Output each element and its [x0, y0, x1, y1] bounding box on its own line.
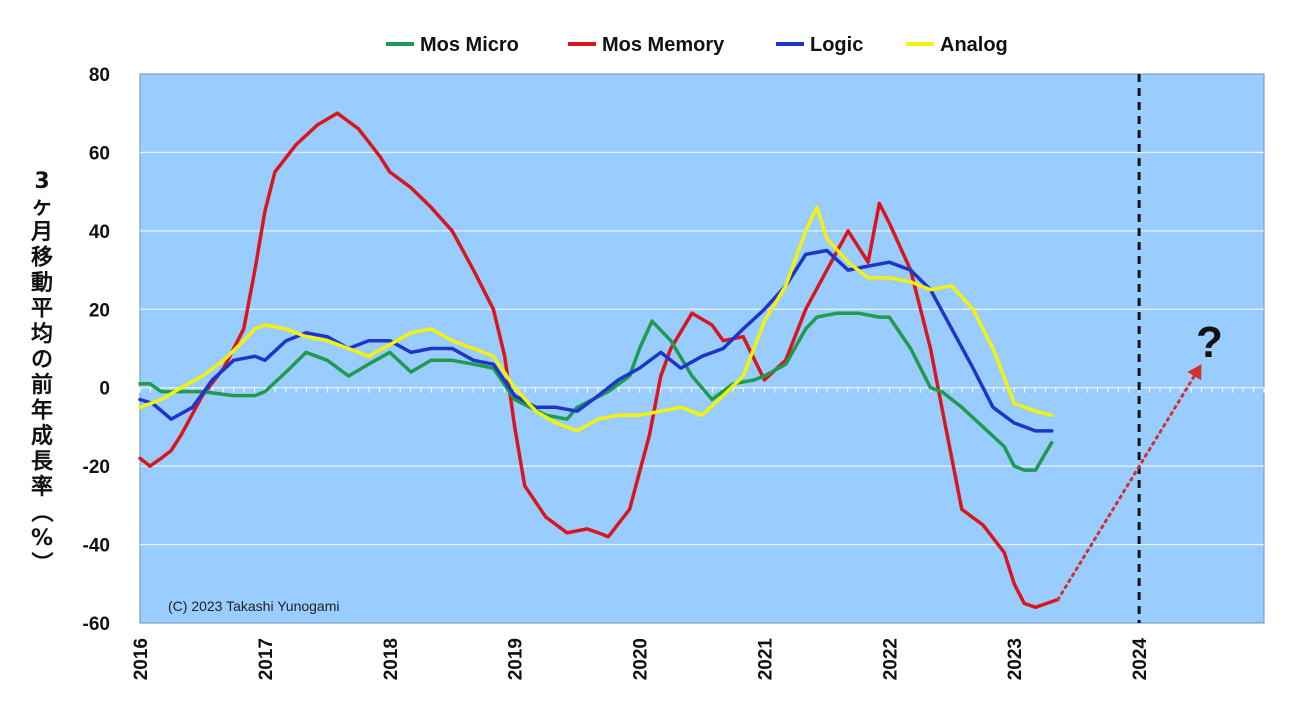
x-tick-label: 2020	[631, 638, 652, 680]
y-axis-label-char: %	[31, 526, 53, 551]
projection-arrowhead	[1187, 364, 1202, 381]
legend-label-analog: Analog	[940, 34, 1008, 56]
x-tick-label: 2021	[755, 638, 776, 681]
question-mark-annotation: ?	[1196, 318, 1223, 367]
x-axis-tick-labels: 2016 2017 2018 2019 2020 2021 2022 2023 2024	[131, 638, 1151, 681]
y-axis-label-char: 動	[31, 271, 53, 296]
y-tick-label: -20	[83, 457, 110, 478]
y-axis-label-char: 年	[31, 398, 53, 424]
legend-label-mos-micro: Mos Micro	[420, 34, 519, 56]
legend-item-mos-micro: Mos Micro	[386, 34, 519, 56]
copyright-text: (C) 2023 Takashi Yunogami	[168, 598, 339, 614]
legend-item-analog: Analog	[906, 34, 1008, 56]
series-layer	[138, 111, 1060, 610]
y-tick-label: 0	[99, 379, 110, 400]
y-axis-label-char: 均	[31, 321, 53, 347]
y-tick-label: -60	[83, 614, 110, 635]
grid-lines	[140, 151, 1264, 546]
y-tick-label: 60	[89, 143, 110, 164]
y-axis-tick-labels: 80 60 40 20 0 -20 -40 -60	[83, 65, 110, 635]
y-axis-label-char: 平	[31, 297, 53, 322]
y-axis-label-char: 長	[31, 450, 54, 475]
legend: Mos Micro Mos Memory Logic Analog	[386, 34, 1008, 56]
y-tick-label: -40	[83, 536, 110, 557]
y-axis-label-char: 成	[31, 424, 53, 449]
y-axis-label-char: ）	[28, 551, 53, 573]
series-line-logic	[138, 248, 1054, 433]
x-tick-label: 2019	[506, 638, 527, 680]
y-axis-label-char: （	[28, 500, 53, 522]
y-axis-label-char: 3	[34, 169, 49, 194]
y-axis-label-char: 移	[31, 245, 53, 271]
x-tick-label: 2023	[1005, 638, 1026, 680]
y-axis-label-char: 前	[31, 372, 53, 398]
y-tick-label: 20	[89, 300, 110, 321]
y-axis-label-char: の	[31, 348, 53, 373]
x-tick-label: 2018	[381, 638, 402, 680]
plot-area	[139, 73, 1265, 624]
x-tick-label: 2017	[256, 638, 277, 680]
series-line-mos-memory	[138, 111, 1060, 610]
x-tick-label: 2024	[1130, 638, 1151, 681]
legend-item-mos-memory: Mos Memory	[568, 34, 725, 56]
legend-item-logic: Logic	[776, 34, 863, 56]
series-line-mos-micro	[138, 311, 1054, 472]
x-tick-label: 2022	[880, 638, 901, 680]
legend-label-logic: Logic	[810, 34, 863, 56]
projection-dotted-line	[1056, 374, 1196, 601]
y-axis-label-char: 率	[31, 474, 53, 500]
y-tick-label: 80	[89, 65, 110, 86]
x-tick-label: 2016	[131, 638, 152, 680]
y-axis-label-char: 月	[30, 220, 53, 245]
series-line-analog	[138, 205, 1054, 433]
legend-label-mos-memory: Mos Memory	[602, 34, 725, 56]
y-tick-label: 40	[89, 222, 110, 243]
projection-layer	[1056, 364, 1202, 601]
y-axis-label-char: ヶ	[31, 195, 53, 220]
